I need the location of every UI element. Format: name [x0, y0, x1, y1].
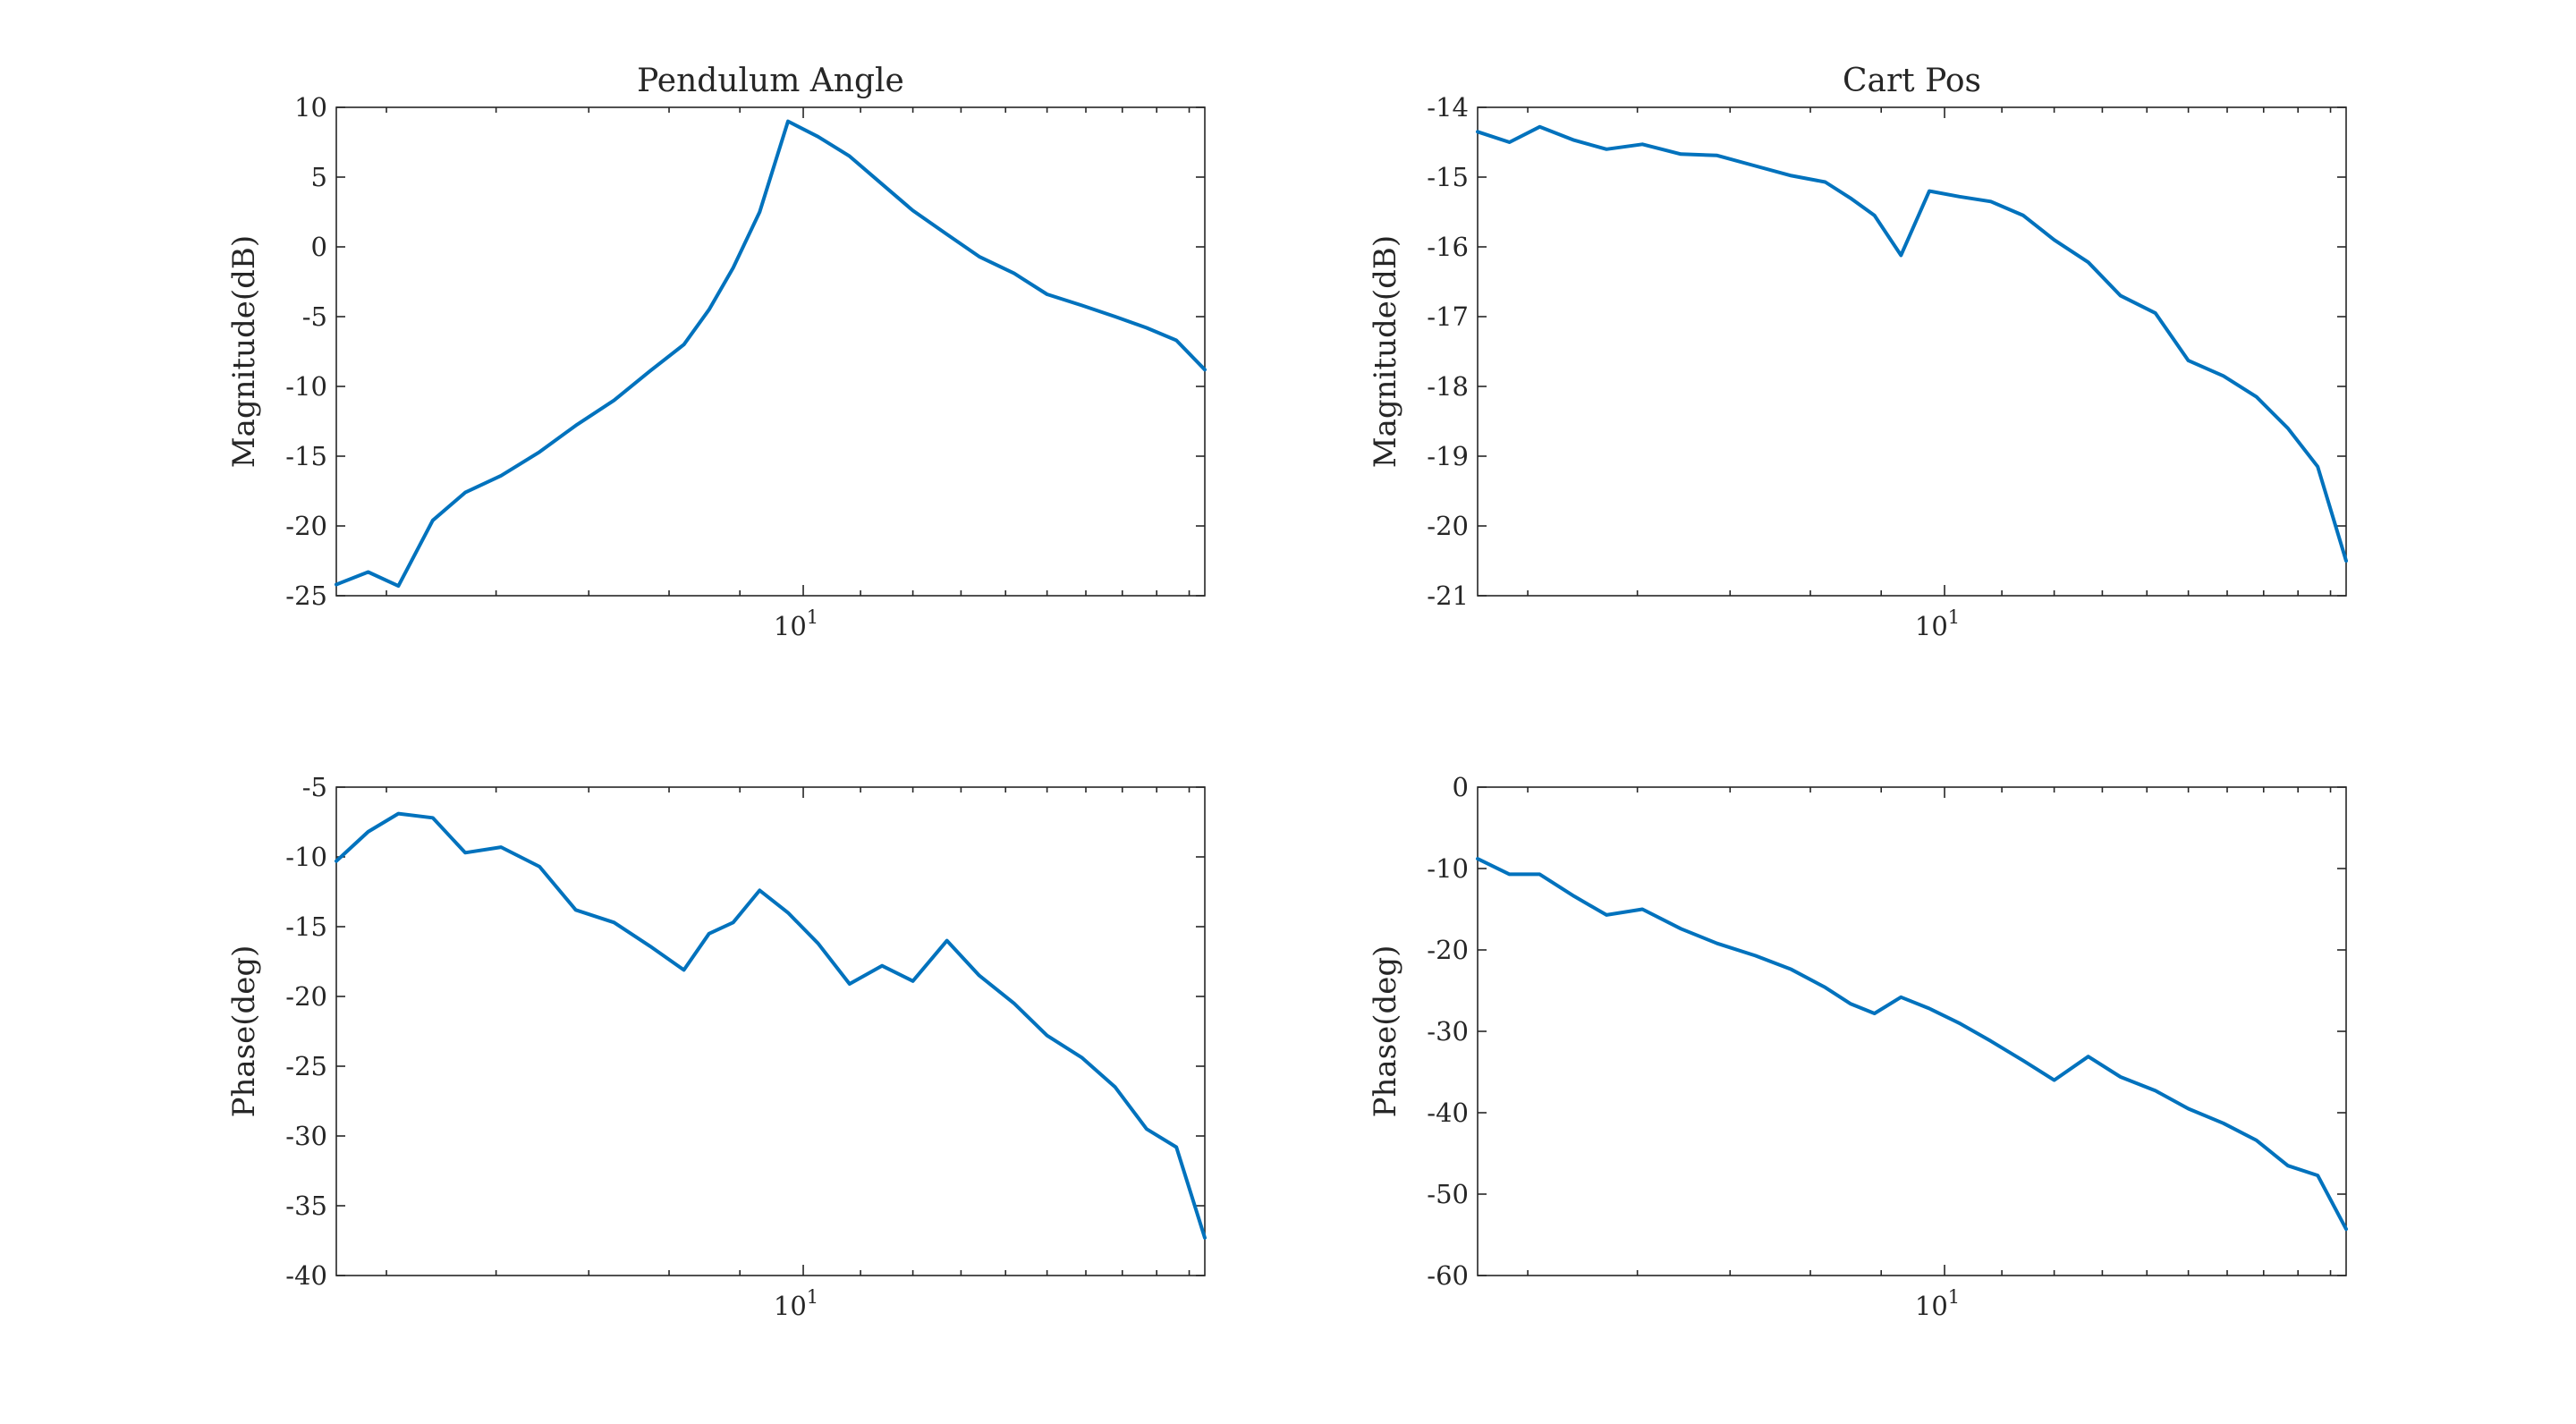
pendulum-phase-ylabel: Phase(deg) [226, 945, 262, 1118]
pendulum-phase-ytick-label: -25 [285, 1051, 327, 1081]
pendulum-phase-axes: -40 -35 -30 -25 -20 -15 -10 -5 101 Phase(deg) [226, 772, 1207, 1321]
pendulum-phase-ytick-label: -15 [285, 911, 327, 942]
pendulum-phase-series-line [335, 811, 1207, 1240]
cart-phase-ytick-label: -30 [1427, 1016, 1469, 1047]
cart-phase-ytick-label: -50 [1427, 1179, 1469, 1209]
pendulum-magnitude-ylabel: Magnitude(dB) [226, 235, 262, 468]
pendulum-magnitude-series-line [335, 119, 1207, 589]
pendulum-magnitude-ytick-label: 5 [311, 162, 327, 192]
cart-magnitude-xtick-exponent: 1 [1948, 606, 1960, 628]
cart-phase-xtick-base: 10 [1915, 1291, 1948, 1321]
cart-magnitude-frame [1477, 106, 2347, 597]
cart-magnitude-axes: -21 -20 -19 -18 -17 -16 -15 -14 101 Magnitude(dB)… [1368, 63, 2348, 641]
cart-magnitude-ylabel: Magnitude(dB) [1368, 235, 1403, 468]
pendulum-phase-ytick-label: -10 [285, 842, 327, 872]
cart-phase-axes: -60 -50 -40 -30 -20 -10 0 101 Phase(deg) [1368, 772, 2348, 1321]
cart-magnitude-series-line [1476, 124, 2348, 563]
pendulum-phase-frame [335, 786, 1206, 1276]
cart-magnitude-xtick-label: 101 [1915, 606, 1960, 641]
cart-magnitude-ytick-label: -21 [1427, 581, 1469, 611]
cart-phase-xtick-exponent: 1 [1948, 1286, 1960, 1308]
pendulum-magnitude-ytick-label: 0 [311, 232, 327, 262]
cart-phase-ytick-label: -40 [1427, 1098, 1469, 1128]
cart-magnitude-ytick-label: -19 [1427, 441, 1469, 471]
pendulum-magnitude-ytick-label: 10 [294, 92, 327, 123]
cart-phase-frame [1477, 786, 2347, 1276]
pendulum-magnitude-title: Pendulum Angle [637, 63, 904, 99]
cart-magnitude-xtick-base: 10 [1915, 611, 1948, 641]
cart-magnitude-ytick-label: -15 [1427, 162, 1469, 192]
pendulum-magnitude-ytick-label: -20 [285, 511, 327, 541]
pendulum-phase-ytick-label: -20 [285, 981, 327, 1012]
cart-phase-ylabel: Phase(deg) [1368, 945, 1403, 1118]
pendulum-magnitude-ytick-label: -25 [285, 581, 327, 611]
cart-phase-xtick-label: 101 [1915, 1286, 1960, 1321]
pendulum-magnitude-axes: -25-20-15-10-50510101Magnitude(dB)Pendul… [226, 63, 1207, 641]
cart-magnitude-ytick-label: -16 [1427, 232, 1469, 262]
pendulum-magnitude-ytick-label: -15 [285, 441, 327, 471]
cart-phase-ytick-label: -10 [1427, 853, 1469, 884]
cart-phase-ytick-label: -60 [1427, 1260, 1469, 1291]
cart-magnitude-ytick-label: -20 [1427, 511, 1469, 541]
cart-magnitude-ytick-label: -14 [1427, 92, 1469, 123]
cart-magnitude-title: Cart Pos [1843, 63, 1981, 99]
cart-phase-series-line [1476, 857, 2348, 1232]
cart-phase-ytick-label: -20 [1427, 935, 1469, 965]
pendulum-phase-xtick-label: 101 [774, 1286, 818, 1321]
pendulum-magnitude-ytick-label: -5 [302, 301, 327, 332]
pendulum-magnitude-xtick-base: 10 [774, 611, 807, 641]
pendulum-magnitude-frame [335, 106, 1206, 597]
pendulum-magnitude-xtick-label: 101 [774, 606, 818, 641]
cart-magnitude-ytick-label: -18 [1427, 371, 1469, 402]
pendulum-phase-ytick-label: -35 [285, 1191, 327, 1221]
pendulum-phase-ytick-label: -40 [285, 1260, 327, 1291]
pendulum-phase-xtick-base: 10 [774, 1291, 807, 1321]
pendulum-magnitude-ytick-label: -10 [285, 371, 327, 402]
pendulum-phase-ytick-label: -5 [302, 772, 327, 802]
pendulum-phase-ytick-label: -30 [285, 1121, 327, 1151]
cart-phase-ytick-label: 0 [1453, 772, 1469, 802]
pendulum-phase-xtick-exponent: 1 [807, 1286, 818, 1308]
pendulum-magnitude-xtick-exponent: 1 [807, 606, 818, 628]
cart-magnitude-ytick-label: -17 [1427, 301, 1469, 332]
